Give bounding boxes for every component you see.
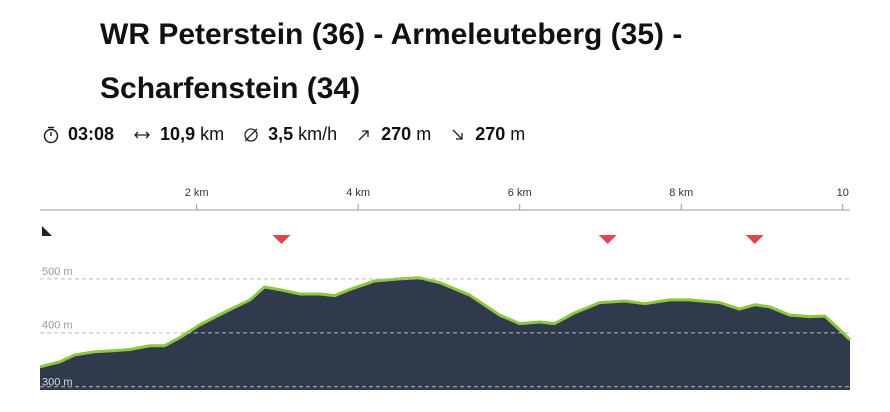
waypoint-marker	[745, 235, 764, 244]
waypoint-marker	[272, 235, 291, 244]
waypoint-marker	[598, 235, 617, 244]
descent: 270	[475, 124, 506, 144]
title-line: Scharfenstein (34)	[100, 72, 361, 105]
x-tick-label: 8 km	[669, 187, 693, 199]
title-line: WR Peterstein (36) - Armeleuteberg (35) …	[100, 18, 683, 51]
y-tick-label: 300 m	[42, 377, 73, 389]
ascent-unit: m	[416, 124, 432, 144]
distance: 10,9	[160, 124, 196, 144]
stats: 03:08 10,9 km 3,5 km/h 270 m 270 m	[42, 124, 543, 145]
duration-icon	[43, 126, 59, 143]
x-tick-label: 4 km	[346, 187, 370, 199]
elevation-chart: 2 km 4 km 6 km 8 km 10 300 m 400 m 500 m	[39, 187, 852, 390]
speed: 3,5	[268, 124, 294, 144]
x-tick-label: 10	[837, 187, 849, 199]
x-tick-label: 2 km	[185, 187, 209, 199]
distance-unit: km	[200, 124, 225, 144]
elevation-area	[40, 277, 850, 390]
speed-unit: km/h	[298, 124, 338, 144]
y-tick-label: 400 m	[42, 320, 73, 332]
profile-icon	[42, 226, 52, 236]
y-tick-label: 500 m	[42, 266, 73, 278]
ascent: 270	[381, 124, 412, 144]
speed-icon	[244, 127, 258, 142]
ascent-icon	[358, 129, 369, 140]
descent-unit: m	[510, 124, 526, 144]
x-tick-label: 6 km	[508, 187, 532, 199]
descent-icon	[452, 129, 463, 140]
route-title: WR Peterstein (36) - Armeleuteberg (35) …	[100, 8, 682, 116]
elevation-line	[39, 276, 852, 369]
distance-icon	[134, 131, 150, 138]
duration: 03:08	[68, 124, 115, 144]
